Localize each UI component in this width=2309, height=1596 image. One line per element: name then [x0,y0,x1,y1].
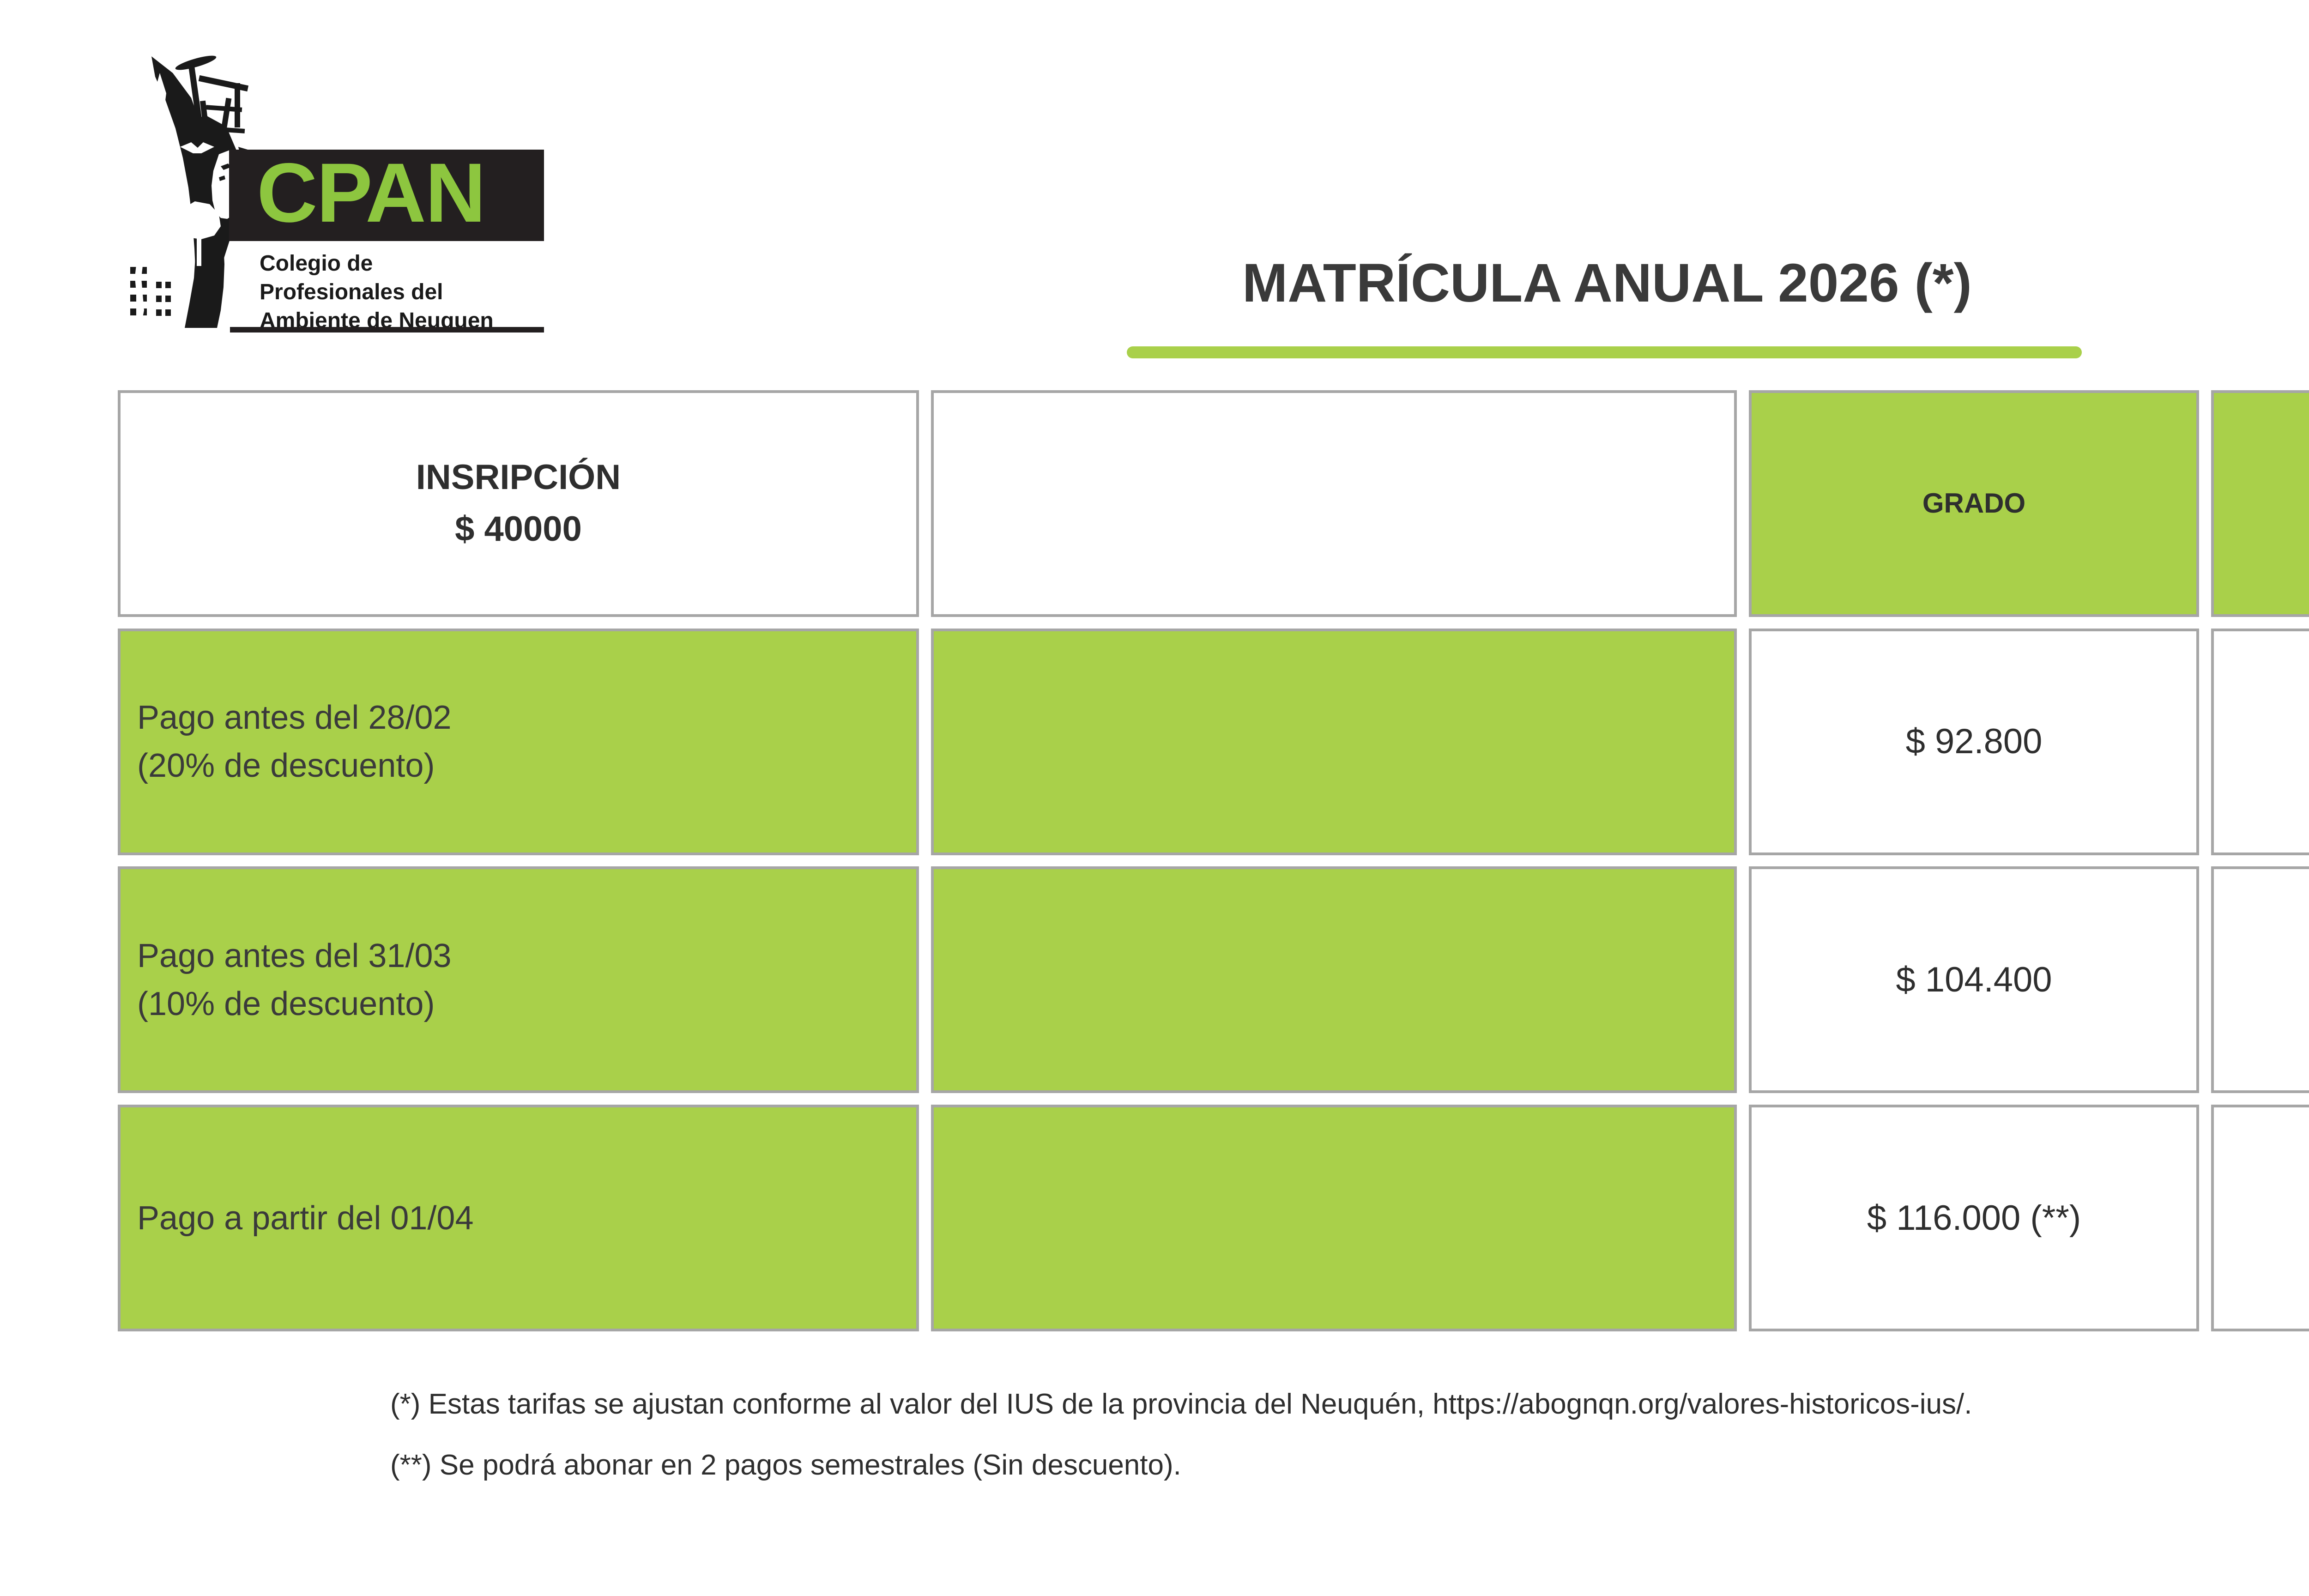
price-cell-pregrado: $ 58.000 (**) [2211,1105,2309,1331]
row-label-cell: Pago a partir del 01/04 [118,1105,919,1331]
price-cell-grado: $ 116.000 (**) [1749,1105,2199,1331]
header-cell-pregrado: PRE - GRADO [2211,390,2309,617]
table-header-row: INSRIPCIÓN $ 40000 GRADO PRE - GRADO EQU… [118,390,2309,617]
column-gap [2199,866,2211,1093]
column-gap [1737,866,1749,1093]
logo-baseline-rule [230,327,544,332]
footnote-double-asterisk: (**) Se podrá abonar en 2 pagos semestra… [390,1449,1181,1481]
row-label-line1: Pago antes del 31/03 [137,937,452,974]
row-label-cell: Pago antes del 28/02 (20% de descuento) [118,628,919,855]
column-gap [1737,629,1749,855]
price-cell-grado: $ 92.800 [1749,628,2199,855]
column-gap [919,866,931,1093]
logo-tagline-line-1: Colegio de [260,251,373,276]
cpan-logo: CPAN Colegio de Profesionales del Ambien… [82,29,544,333]
table-row: Pago antes del 31/03 (10% de descuento) … [118,866,2309,1094]
title-underline-bar [1127,346,2082,358]
header-cell-grado: GRADO [1749,390,2199,617]
column-gap [2199,629,2211,855]
row-gap [118,1093,2309,1105]
row-gap [118,855,2309,867]
price-value: $ 92.800 [1905,722,2043,762]
row-gap [118,617,2309,629]
price-cell-pregrado: $ 46.400 [2211,628,2309,855]
row-spacer-cell [931,1105,1737,1331]
column-gap [919,629,931,855]
row-spacer-cell [931,866,1737,1094]
logo-name-band: CPAN [229,145,544,241]
logo-brand-text: CPAN [257,145,486,240]
column-gap [2199,1105,2211,1331]
logo-tagline: Colegio de Profesionales del Ambiente de… [260,249,546,335]
inscription-label: INSRIPCIÓN [416,458,621,497]
footnotes: (*) Estas tarifas se ajustan conforme al… [390,1374,2309,1496]
price-value: $ 104.400 [1896,960,2052,999]
price-cell-pregrado: $ 52.200 [2211,866,2309,1094]
row-spacer-cell [931,628,1737,855]
column-gap [1737,390,1749,617]
column-gap [1737,1105,1749,1331]
row-label-line2: (20% de descuento) [137,747,435,785]
row-label-line1: Pago antes del 28/02 [137,699,452,737]
row-label-cell: Pago antes del 31/03 (10% de descuento) [118,866,919,1094]
tuition-price-table: INSRIPCIÓN $ 40000 GRADO PRE - GRADO EQU… [118,390,2309,1331]
page-header: MATRÍCULA ANUAL 2026 (*) [1118,235,2097,359]
page-title: MATRÍCULA ANUAL 2026 (*) [1242,253,1972,314]
header-cell-inscription: INSRIPCIÓN $ 40000 [118,390,919,617]
table-row: Pago antes del 28/02 (20% de descuento) … [118,628,2309,855]
column-gap [919,390,931,617]
header-grado-label: GRADO [1922,488,2026,519]
price-cell-grado: $ 104.400 [1749,866,2199,1094]
logo-tagline-line-2: Profesionales del [260,280,443,304]
inscription-amount: $ 40000 [455,509,582,549]
price-value: $ 116.000 (**) [1867,1198,2081,1238]
footnote-single-asterisk: (*) Estas tarifas se ajustan conforme al… [390,1388,1972,1420]
column-gap [919,1105,931,1331]
table-row: Pago a partir del 01/04 $ 116.000 (**) $… [118,1105,2309,1331]
column-gap [2199,390,2211,617]
row-label-line2: (10% de descuento) [137,985,435,1022]
header-cell-spacer [931,390,1737,617]
row-label-line1: Pago a partir del 01/04 [137,1199,474,1237]
